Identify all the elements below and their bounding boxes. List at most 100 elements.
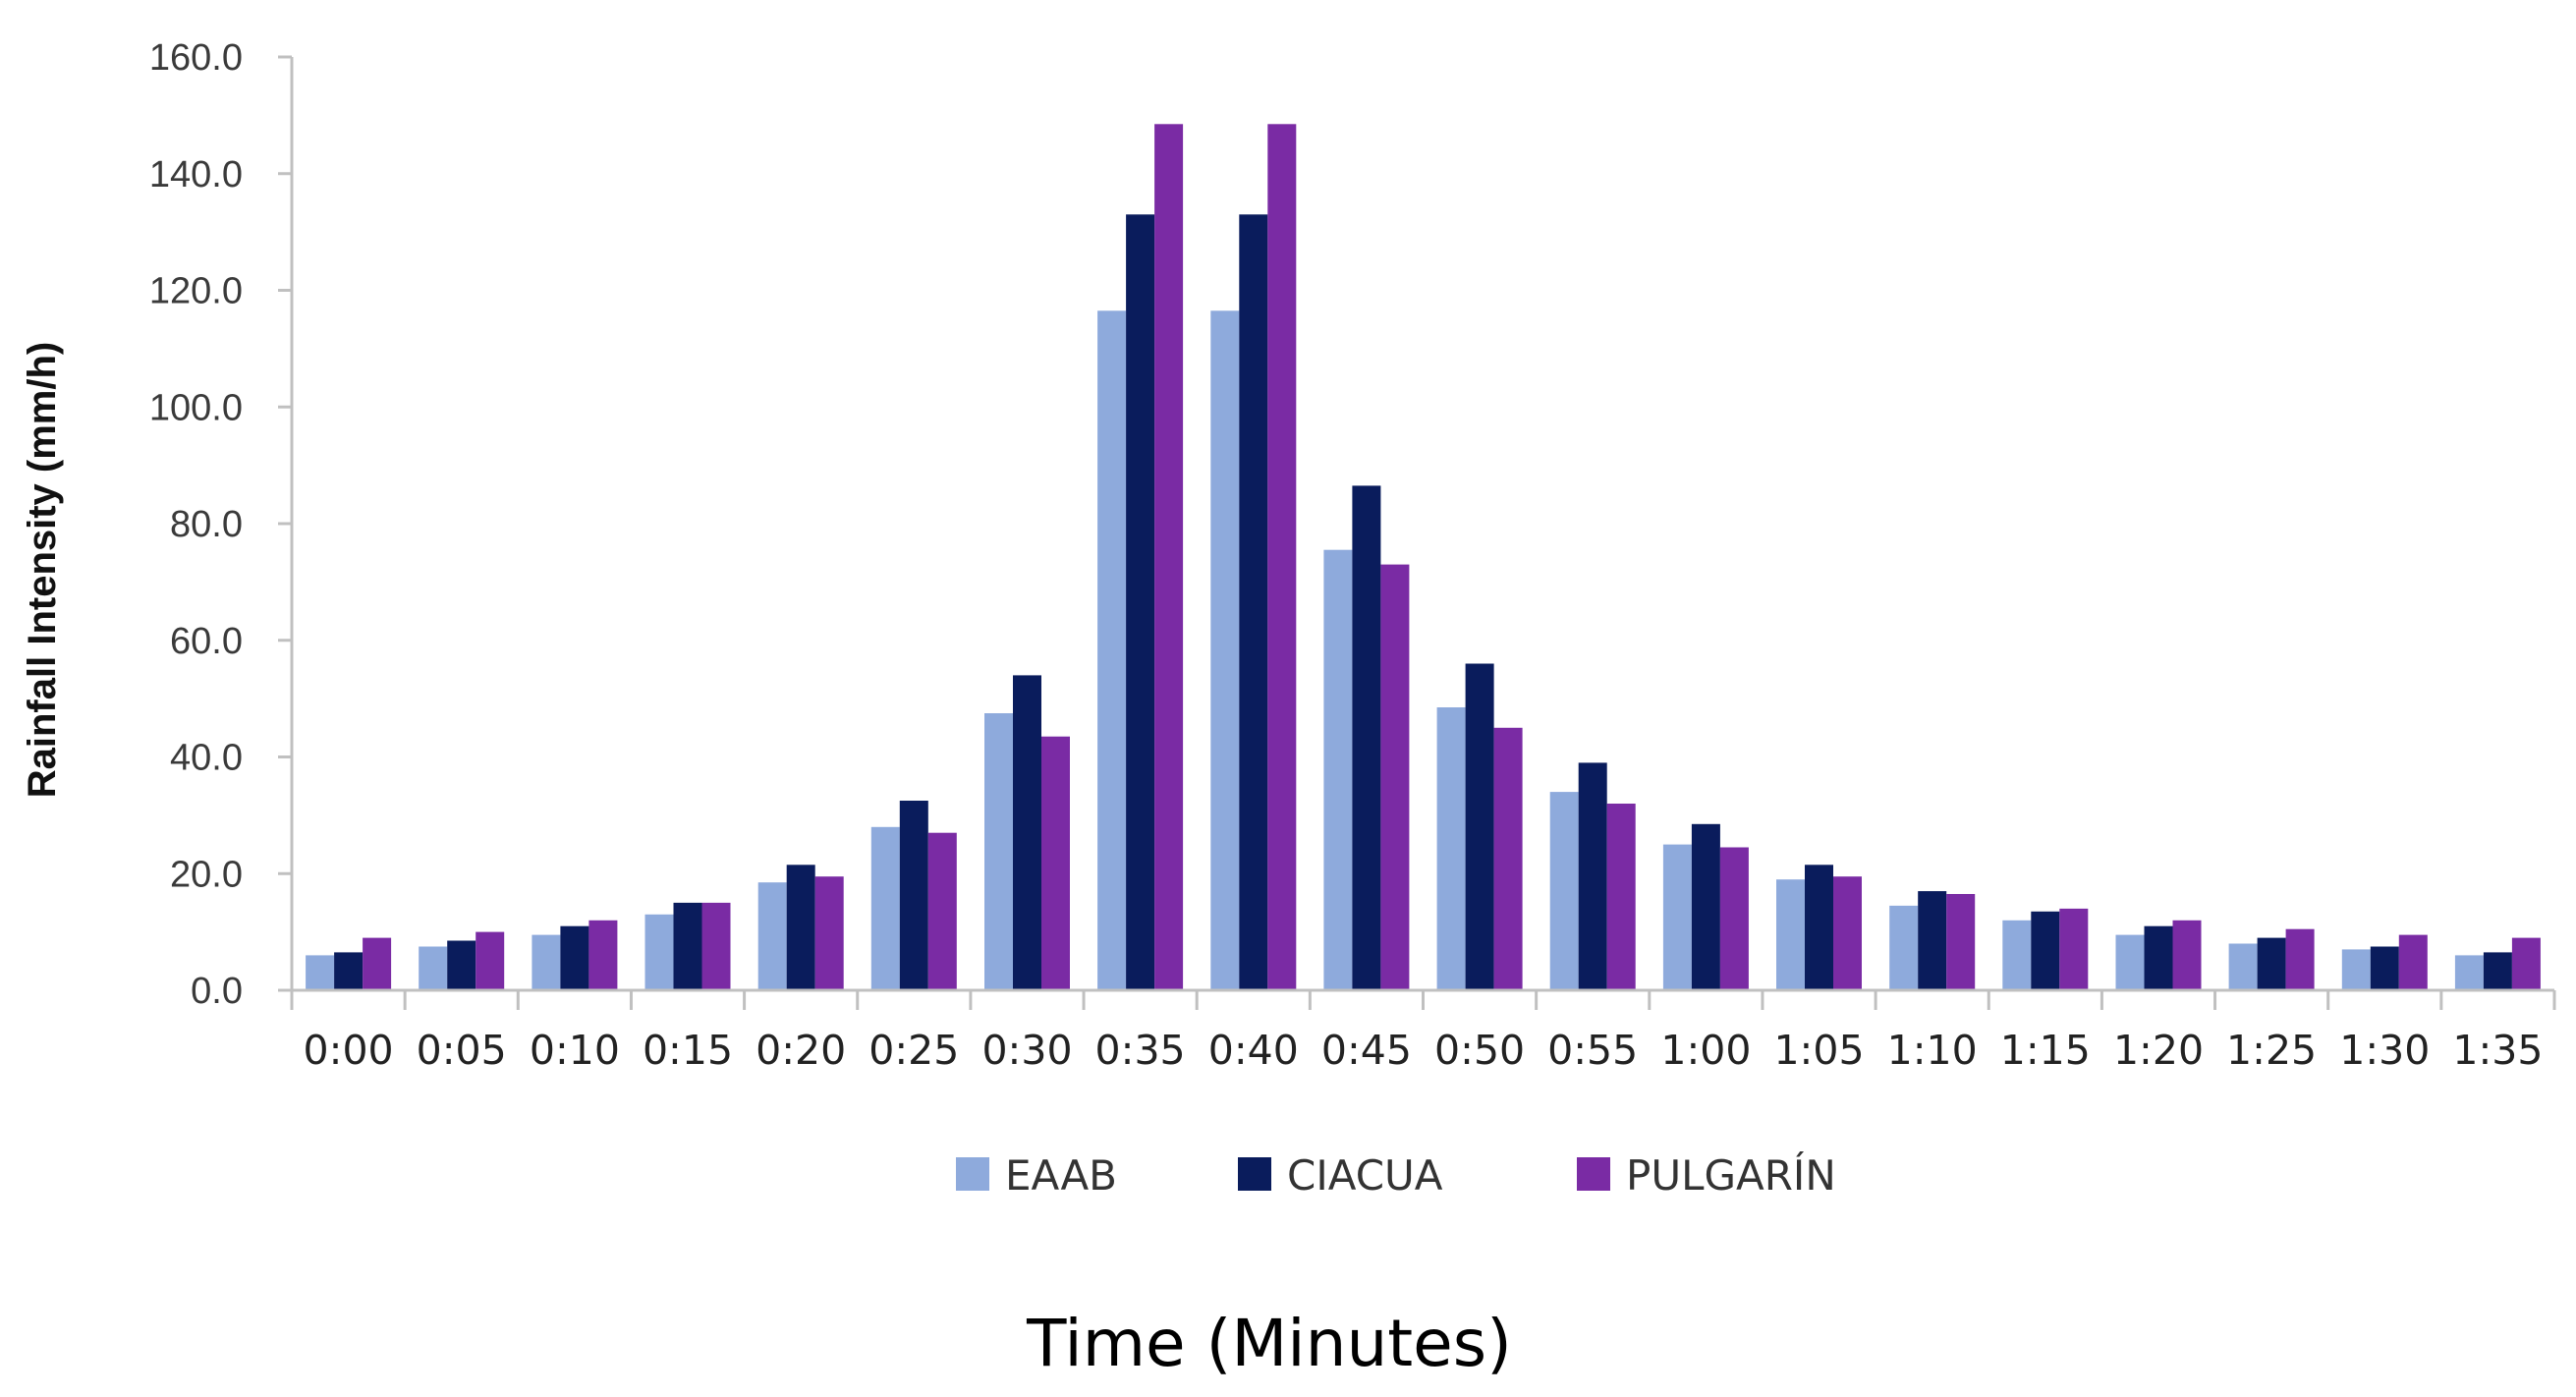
bar-pulgar-n-1-35 bbox=[2511, 937, 2541, 990]
x-tick-labels: 0:00 0:05 0:10 0:15 0:20 0:25 0:30 0:35 0:40 0:45… bbox=[304, 1027, 2544, 1074]
y-tick-labels: 0.0 20.0 40.0 60.0 80.0 100.0 120.0 140.0 160.0 bbox=[149, 37, 243, 1012]
x-tick-label: 0:35 bbox=[1095, 1027, 1186, 1074]
bar-eaab-1-25 bbox=[2228, 943, 2258, 990]
bar-pulgar-n-0-45 bbox=[1380, 564, 1410, 990]
y-tick-label: 100.0 bbox=[149, 387, 243, 428]
x-tick-label: 0:25 bbox=[868, 1027, 959, 1074]
bar-eaab-0-00 bbox=[306, 955, 335, 990]
bar-pulgar-n-0-20 bbox=[814, 876, 844, 990]
bar-eaab-0-55 bbox=[1549, 792, 1579, 990]
bar-pulgar-n-1-00 bbox=[1719, 847, 1749, 990]
legend-swatch bbox=[1238, 1157, 1271, 1191]
bar-pulgar-n-0-35 bbox=[1154, 124, 1184, 991]
x-tick-label: 0:55 bbox=[1547, 1027, 1638, 1074]
bar-eaab-0-15 bbox=[644, 914, 674, 990]
bar-eaab-0-10 bbox=[532, 934, 561, 990]
bar-pulgar-n-0-10 bbox=[588, 920, 618, 991]
bar-ciacua-0-10 bbox=[560, 925, 589, 990]
bar-eaab-0-50 bbox=[1436, 707, 1466, 990]
bar-ciacua-1-15 bbox=[2031, 911, 2060, 990]
y-tick-label: 140.0 bbox=[149, 154, 243, 196]
legend-label: PULGARÍN bbox=[1626, 1150, 1836, 1200]
bar-pulgar-n-1-15 bbox=[2059, 908, 2089, 990]
bar-pulgar-n-1-30 bbox=[2398, 934, 2428, 990]
legend-swatch bbox=[1577, 1157, 1610, 1191]
bar-pulgar-n-0-15 bbox=[701, 902, 731, 990]
bar-ciacua-0-25 bbox=[899, 801, 928, 990]
x-tick-label: 1:35 bbox=[2452, 1027, 2543, 1074]
bar-eaab-0-45 bbox=[1323, 549, 1353, 990]
x-tick-label: 1:00 bbox=[1660, 1027, 1751, 1074]
y-axis-title: Rainfall Intensity (mm/h) bbox=[21, 342, 64, 799]
x-tick-label: 0:50 bbox=[1434, 1027, 1525, 1074]
x-tick-label: 0:10 bbox=[530, 1027, 620, 1074]
legend-swatch bbox=[956, 1157, 989, 1191]
bar-ciacua-1-35 bbox=[2483, 952, 2512, 990]
legend: EAAB CIACUA PULGARÍN bbox=[956, 1150, 1836, 1200]
bar-pulgar-n-1-10 bbox=[1946, 894, 1976, 990]
legend-label: EAAB bbox=[1005, 1151, 1117, 1200]
legend-label: CIACUA bbox=[1287, 1151, 1443, 1200]
bar-ciacua-0-05 bbox=[447, 940, 476, 990]
bar-eaab-1-15 bbox=[2002, 920, 2032, 991]
x-tick-label: 1:30 bbox=[2339, 1027, 2430, 1074]
bars-layer bbox=[306, 124, 2541, 991]
bar-eaab-0-35 bbox=[1097, 310, 1127, 990]
y-tick-label: 160.0 bbox=[149, 37, 243, 79]
bar-pulgar-n-1-25 bbox=[2285, 928, 2315, 990]
bar-ciacua-0-30 bbox=[1013, 675, 1041, 990]
bar-pulgar-n-1-05 bbox=[1833, 876, 1862, 990]
y-tick-label: 120.0 bbox=[149, 271, 243, 312]
x-tick-label: 0:15 bbox=[643, 1027, 733, 1074]
bar-eaab-1-10 bbox=[1889, 905, 1919, 990]
x-tick-label: 0:20 bbox=[756, 1027, 846, 1074]
axes-layer bbox=[278, 55, 2556, 1010]
y-tick-label: 40.0 bbox=[170, 738, 243, 779]
x-tick-label: 1:20 bbox=[2113, 1027, 2204, 1074]
bar-ciacua-0-20 bbox=[786, 865, 815, 990]
bar-ciacua-1-20 bbox=[2144, 925, 2173, 990]
bar-ciacua-0-35 bbox=[1126, 214, 1155, 991]
x-tick-label: 0:45 bbox=[1321, 1027, 1412, 1074]
bar-ciacua-0-45 bbox=[1352, 485, 1381, 990]
bar-pulgar-n-0-25 bbox=[927, 832, 957, 990]
x-tick-label: 0:00 bbox=[304, 1027, 394, 1074]
bar-eaab-1-00 bbox=[1662, 844, 1692, 990]
bar-eaab-1-35 bbox=[2454, 955, 2484, 990]
x-tick-label: 1:25 bbox=[2226, 1027, 2317, 1074]
y-tick-label: 0.0 bbox=[191, 971, 243, 1012]
bar-ciacua-1-10 bbox=[1918, 891, 1947, 990]
bar-ciacua-1-05 bbox=[1805, 865, 1833, 990]
bar-ciacua-0-50 bbox=[1465, 663, 1494, 990]
bar-ciacua-1-30 bbox=[2370, 946, 2399, 990]
x-tick-label: 0:05 bbox=[417, 1027, 507, 1074]
bar-ciacua-0-00 bbox=[334, 952, 364, 990]
bar-pulgar-n-1-20 bbox=[2172, 920, 2202, 991]
bar-pulgar-n-0-00 bbox=[363, 937, 392, 990]
bar-eaab-1-20 bbox=[2115, 934, 2145, 990]
x-tick-label: 1:05 bbox=[1773, 1027, 1864, 1074]
bar-eaab-0-05 bbox=[419, 946, 448, 990]
bar-pulgar-n-0-30 bbox=[1041, 736, 1070, 990]
y-tick-label: 60.0 bbox=[170, 621, 243, 662]
bar-ciacua-1-25 bbox=[2257, 937, 2286, 990]
bar-eaab-0-30 bbox=[984, 713, 1013, 990]
bar-pulgar-n-0-55 bbox=[1606, 804, 1636, 990]
bar-pulgar-n-0-40 bbox=[1267, 124, 1297, 991]
y-tick-label: 80.0 bbox=[170, 504, 243, 545]
bar-pulgar-n-0-50 bbox=[1493, 727, 1523, 990]
bar-eaab-1-30 bbox=[2341, 949, 2371, 990]
bar-eaab-0-20 bbox=[757, 882, 787, 990]
bar-ciacua-0-40 bbox=[1239, 214, 1268, 991]
bar-eaab-0-40 bbox=[1210, 310, 1240, 990]
y-tick-label: 20.0 bbox=[170, 854, 243, 895]
bar-ciacua-0-15 bbox=[673, 902, 702, 990]
bar-eaab-1-05 bbox=[1776, 879, 1805, 990]
bar-eaab-0-25 bbox=[870, 826, 900, 991]
x-tick-label: 1:15 bbox=[2000, 1027, 2091, 1074]
bar-pulgar-n-0-05 bbox=[476, 931, 505, 990]
x-tick-label: 0:30 bbox=[981, 1027, 1072, 1074]
bar-ciacua-0-55 bbox=[1578, 762, 1607, 990]
